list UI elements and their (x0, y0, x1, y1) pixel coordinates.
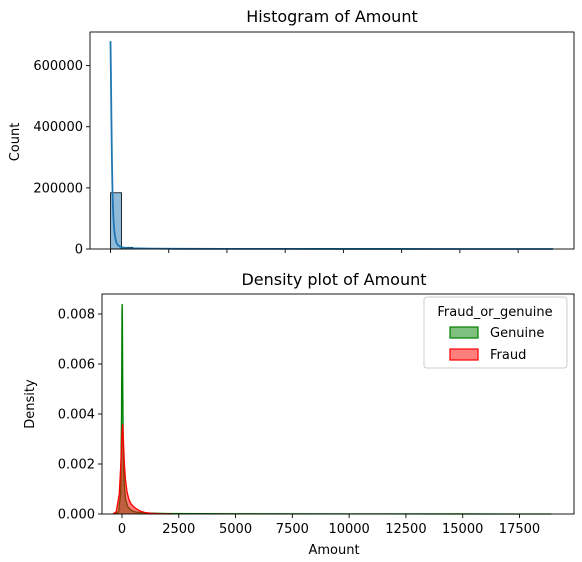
density-ytick-group: 0.000 0.002 0.004 0.006 0.008 (58, 308, 102, 523)
density-title: Density plot of Amount (241, 270, 426, 289)
density-legend: Fraud_or_genuine Genuine Fraud (424, 297, 567, 368)
histogram-axes-frame (90, 32, 574, 249)
density-ytick-label: 0.002 (58, 458, 95, 473)
density-xtick-group: 0 2500 5000 7500 10000 12500 15000 17500 (118, 514, 540, 537)
legend-swatch-genuine (450, 327, 478, 338)
histogram-ytick-group: 0 200000 400000 600000 (33, 59, 90, 257)
density-xtick-label: 12500 (385, 522, 426, 537)
density-xtick-label: 17500 (499, 522, 540, 537)
density-xtick-label: 7500 (276, 522, 309, 537)
legend-label-genuine: Genuine (490, 326, 544, 341)
density-xtick-label: 0 (118, 522, 126, 537)
histogram-ytick-label: 0 (75, 243, 83, 258)
histogram-ytick-label: 600000 (33, 59, 83, 74)
histogram-bars (110, 193, 154, 249)
histogram-ylabel: Count (8, 123, 23, 162)
density-xtick-label: 10000 (328, 522, 369, 537)
histogram-ytick-label: 400000 (33, 120, 83, 135)
legend-swatch-fraud (450, 349, 478, 360)
density-chart: Density plot of Amount Density Amount 0.… (23, 270, 574, 558)
legend-title: Fraud_or_genuine (437, 305, 552, 320)
histogram-ytick-label: 200000 (33, 181, 83, 196)
density-ytick-label: 0.000 (58, 508, 95, 523)
legend-label-fraud: Fraud (490, 348, 526, 363)
density-xlabel: Amount (308, 543, 359, 558)
density-ytick-label: 0.004 (58, 408, 95, 423)
density-ylabel: Density (23, 379, 38, 429)
density-xtick-label: 15000 (442, 522, 483, 537)
histogram-chart: Histogram of Amount Count 0 200000 400000 6… (8, 7, 574, 258)
density-xtick-label: 5000 (219, 522, 252, 537)
histogram-kde-line (111, 41, 554, 249)
histogram-title: Histogram of Amount (246, 7, 417, 26)
density-xtick-label: 2500 (162, 522, 195, 537)
density-ytick-label: 0.008 (58, 308, 95, 323)
density-ytick-label: 0.006 (58, 358, 95, 373)
